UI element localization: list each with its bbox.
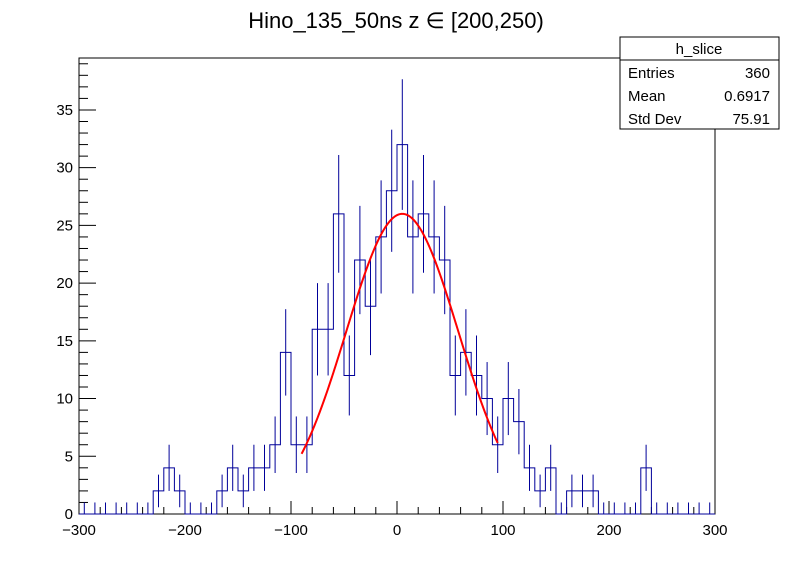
chart-title: Hino_135_50ns z ∈ [200,250)	[248, 8, 544, 33]
stats-value-mean: 0.6917	[724, 88, 770, 105]
y-tick-label: 0	[65, 506, 73, 523]
x-tick-label: 200	[596, 522, 621, 539]
y-tick-label: 5	[65, 448, 73, 465]
y-tick-label: 10	[56, 391, 73, 408]
y-tick-label: 30	[56, 160, 73, 177]
x-tick-label: 100	[490, 522, 515, 539]
stats-box-frame	[619, 36, 780, 130]
axes: −300 −200 −100 0 100 200 300 0 5 10 15 20 25 30 35	[56, 57, 728, 539]
histogram-outline	[79, 144, 715, 515]
x-tick-label: −200	[168, 522, 202, 539]
stats-title: h_slice	[676, 41, 723, 58]
fit-curve-group	[300, 212, 499, 455]
stats-label-mean: Mean	[628, 88, 666, 105]
stats-value-stddev: 75.91	[732, 111, 770, 128]
y-tick-label: 25	[56, 217, 73, 234]
x-tick-label: 0	[393, 522, 401, 539]
histogram-bars	[79, 79, 715, 515]
y-tick-label: 15	[56, 333, 73, 350]
stats-label-entries: Entries	[628, 65, 675, 82]
x-tick-label: 300	[702, 522, 727, 539]
y-tick-label: 35	[56, 102, 73, 119]
stats-value-entries: 360	[745, 65, 770, 82]
stats-label-stddev: Std Dev	[628, 111, 682, 128]
x-tick-label: −100	[274, 522, 308, 539]
x-tick-label: −300	[62, 522, 96, 539]
stats-box: h_slice Entries 360 Mean 0.6917 Std Dev …	[619, 36, 780, 130]
fit-curve	[300, 212, 499, 455]
y-tick-label: 20	[56, 275, 73, 292]
